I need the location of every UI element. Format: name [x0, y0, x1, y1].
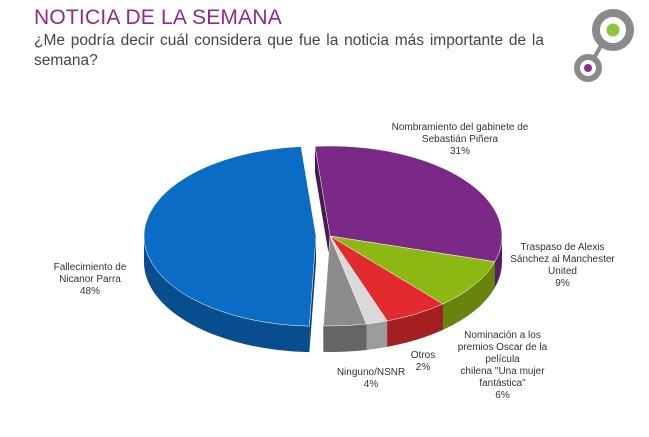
pie-slice-wall [315, 146, 330, 262]
label-fallecimiento: Fallecimiento de Nicanor Parra 48% [53, 262, 127, 297]
label-nombramiento: Nombramiento del gabinete de Sebastián Pi… [391, 122, 529, 157]
survey-question: ¿Me podría decir cuál considera que fue … [34, 32, 544, 69]
label-traspaso: Traspaso de Alexis Sánchez al Manchester U… [510, 242, 615, 289]
page-title: NOTICIA DE LA SEMANA [34, 6, 282, 29]
pie-slice-side [494, 236, 502, 288]
pie-slice-1 [329, 235, 496, 305]
pie-slice-4 [323, 235, 367, 327]
label-otros: Otros 2% [410, 350, 436, 373]
logo-icon [574, 9, 634, 82]
pie-slice-side [387, 303, 443, 347]
pie-slice-side [323, 323, 367, 352]
label-ninguno: Ninguno/NSNR 4% [336, 367, 406, 390]
pie-slice-wall [309, 236, 317, 353]
pie-slice-side [144, 236, 310, 353]
pie-slice-5 [143, 146, 317, 327]
pie-slice-0 [314, 145, 503, 262]
label-nominacion: Nominación a los premios Oscar de la pelíc… [457, 330, 548, 401]
pie-slice-side [366, 320, 388, 350]
